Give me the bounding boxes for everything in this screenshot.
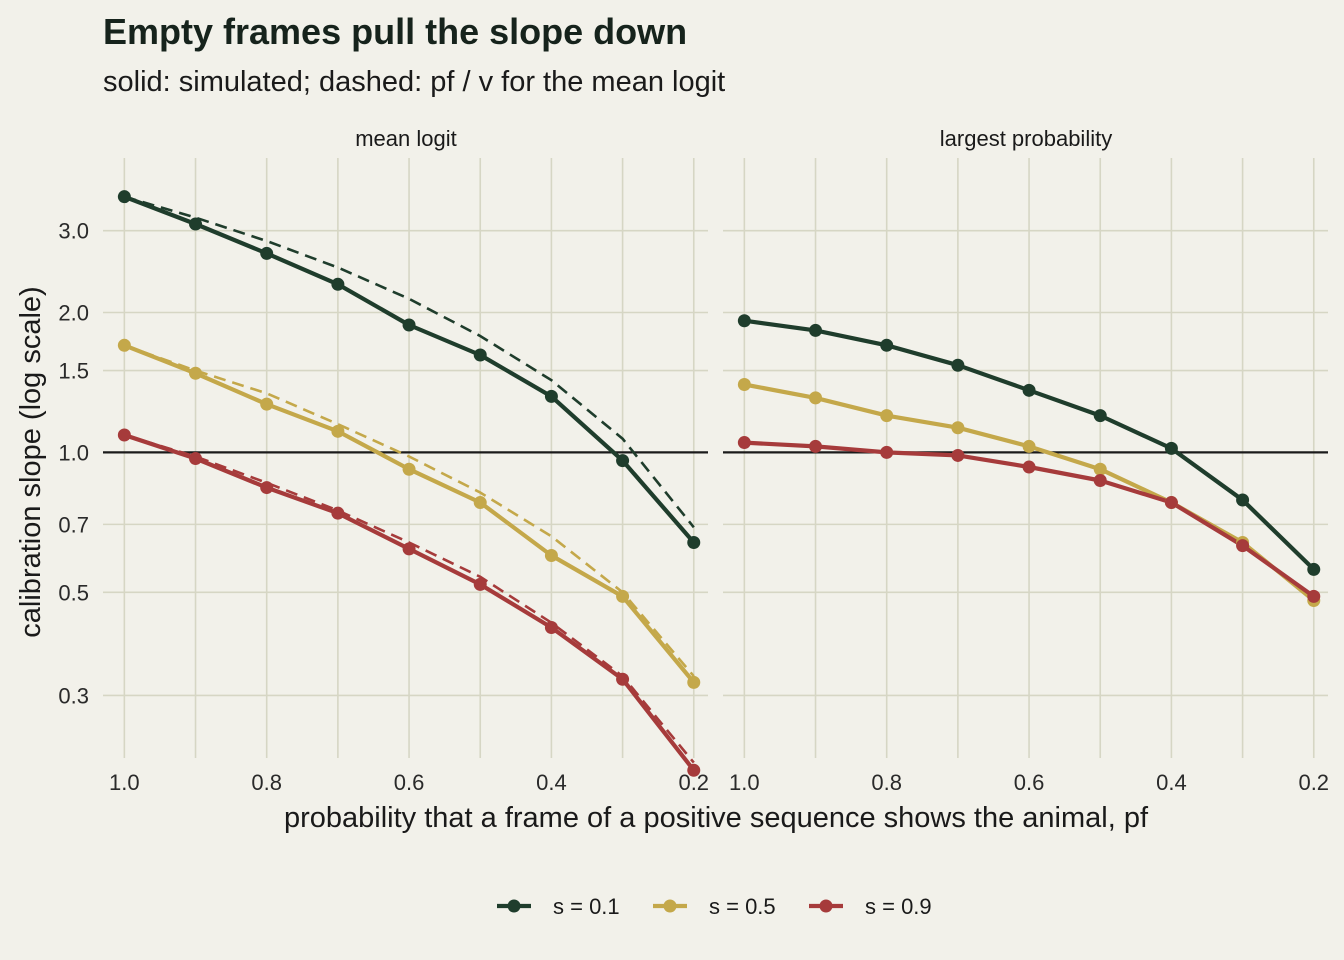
data-point <box>1307 562 1321 576</box>
y-tick-label: 1.0 <box>58 440 89 465</box>
x-tick-label: 0.6 <box>1014 770 1045 795</box>
data-point <box>473 496 487 510</box>
data-point <box>331 277 345 291</box>
x-tick-label: 0.4 <box>1156 770 1187 795</box>
dashed-line <box>123 344 695 678</box>
data-point <box>687 763 701 777</box>
legend-label: s = 0.1 <box>553 894 620 919</box>
legend-key-point <box>819 899 833 913</box>
data-point <box>117 190 131 204</box>
data-point <box>951 358 965 372</box>
chart-subtitle: solid: simulated; dashed: pf / v for the… <box>103 66 725 98</box>
data-point <box>402 542 416 556</box>
x-axis-ticks: 1.0 0.8 0.6 0.4 0.2 1.0 0.8 0.6 0.4 0.2 <box>109 770 1329 795</box>
data-point <box>189 366 203 380</box>
data-point <box>616 589 630 603</box>
data-point <box>737 377 751 391</box>
data-point <box>1236 539 1250 553</box>
data-point <box>737 436 751 450</box>
panel-mean-logit: mean logit <box>103 126 708 777</box>
data-point <box>1022 383 1036 397</box>
panel-largest-probability: largest probability <box>723 126 1328 758</box>
data-point <box>402 318 416 332</box>
data-point <box>737 314 751 328</box>
data-point <box>331 424 345 438</box>
data-point <box>473 577 487 591</box>
dashed-line <box>124 195 695 529</box>
data-point <box>616 454 630 468</box>
data-point <box>402 462 416 476</box>
data-point <box>809 323 823 337</box>
chart-title: Empty frames pull the slope down <box>103 11 687 52</box>
data-point <box>544 548 558 562</box>
data-point <box>189 217 203 231</box>
y-tick-label: 3.0 <box>58 219 89 244</box>
y-tick-label: 1.5 <box>58 359 89 384</box>
data-point <box>616 672 630 686</box>
panel-label-mean-logit: mean logit <box>355 126 457 151</box>
x-tick-label: 0.4 <box>536 770 567 795</box>
y-tick-label: 2.0 <box>58 300 89 325</box>
data-point <box>687 535 701 549</box>
legend-label: s = 0.9 <box>865 894 932 919</box>
data-point <box>260 397 274 411</box>
data-point <box>1093 474 1107 488</box>
panel-label-largest-probability: largest probability <box>940 126 1112 151</box>
data-point <box>544 620 558 634</box>
data-point <box>809 439 823 453</box>
data-point <box>260 246 274 260</box>
legend-key-point <box>507 899 521 913</box>
data-point <box>1022 460 1036 474</box>
data-point <box>880 338 894 352</box>
data-point <box>117 428 131 442</box>
y-axis-title: calibration slope (log scale) <box>15 286 47 637</box>
data-point <box>260 481 274 495</box>
data-point <box>687 675 701 689</box>
data-point <box>1236 493 1250 507</box>
x-tick-label: 0.2 <box>1298 770 1329 795</box>
x-tick-label: 0.2 <box>678 770 709 795</box>
y-tick-label: 0.7 <box>58 512 89 537</box>
data-point <box>951 421 965 435</box>
legend-label: s = 0.5 <box>709 894 776 919</box>
x-tick-label: 0.6 <box>394 770 425 795</box>
data-point <box>1093 462 1107 476</box>
data-point <box>544 389 558 403</box>
data-point <box>1164 441 1178 455</box>
y-tick-label: 0.5 <box>58 580 89 605</box>
x-tick-label: 1.0 <box>729 770 760 795</box>
data-point <box>1022 439 1036 453</box>
data-point <box>473 348 487 362</box>
data-point <box>331 506 345 520</box>
data-point <box>809 391 823 405</box>
y-axis-ticks: 0.3 0.5 0.7 1.0 1.5 2.0 3.0 <box>58 219 89 709</box>
legend-key-point <box>663 899 677 913</box>
data-point <box>117 338 131 352</box>
x-tick-label: 0.8 <box>871 770 902 795</box>
x-tick-label: 1.0 <box>109 770 140 795</box>
x-axis-title: probability that a frame of a positive s… <box>284 802 1149 834</box>
data-point <box>1093 409 1107 423</box>
data-point <box>1307 589 1321 603</box>
data-point <box>951 448 965 462</box>
legend: s = 0.1 s = 0.5 s = 0.9 <box>497 894 932 919</box>
data-point <box>189 452 203 466</box>
y-tick-label: 0.3 <box>58 683 89 708</box>
data-point <box>880 409 894 423</box>
x-tick-label: 0.8 <box>251 770 282 795</box>
data-point <box>880 445 894 459</box>
data-point <box>1164 496 1178 510</box>
